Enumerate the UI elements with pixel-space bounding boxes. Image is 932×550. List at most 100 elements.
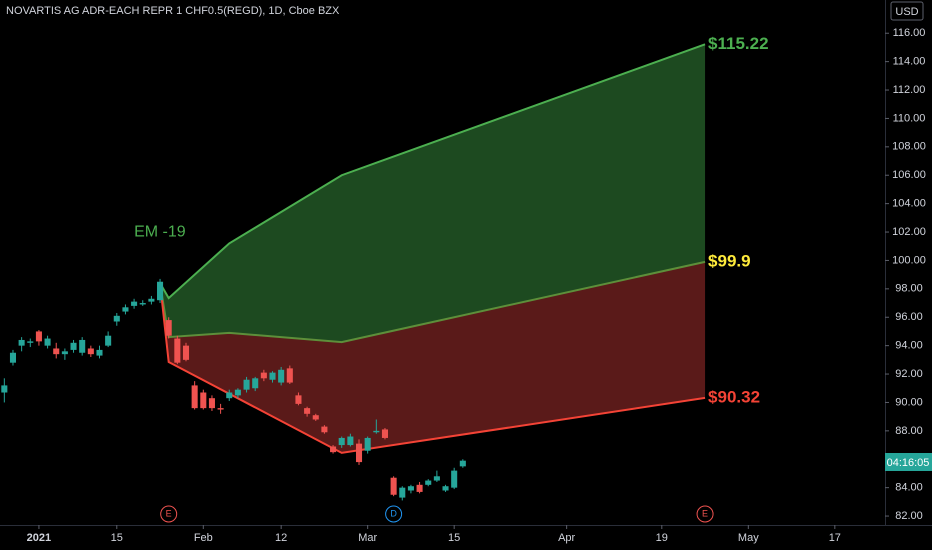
candle-body [79, 339, 86, 353]
y-tick-label: 88.00 [895, 425, 923, 437]
candle-body [148, 298, 155, 302]
candle-body [321, 426, 328, 433]
candle-body [226, 392, 233, 399]
y-tick-label: 116.00 [893, 27, 926, 39]
candle-body [182, 345, 190, 360]
x-tick-label: 15 [111, 532, 123, 544]
x-tick-label: 15 [448, 532, 460, 544]
candle-body [87, 348, 94, 355]
candle-body [269, 372, 276, 380]
candle-body [407, 486, 414, 491]
expected-move-line [159, 260, 706, 344]
candle-body [451, 470, 458, 488]
x-tick-label: Feb [194, 532, 213, 544]
candle-body [9, 352, 17, 363]
y-tick-label: 90.00 [895, 396, 923, 408]
currency: USD [895, 6, 918, 18]
y-tick-label: 92.00 [895, 368, 923, 380]
candle-body [122, 307, 129, 312]
countdown: 04:16:05 [887, 457, 930, 469]
candle-body [260, 372, 267, 379]
event-marker [160, 505, 178, 523]
y-tick-label: 100.00 [892, 254, 926, 266]
currency-box [890, 1, 924, 21]
candle-body [442, 486, 449, 491]
expected-move-label: $99.9 [708, 251, 751, 270]
candle-body [139, 303, 146, 305]
x-tick-label: 17 [829, 532, 841, 544]
candle-body [252, 378, 259, 389]
event-label: E [166, 508, 172, 518]
candle-body [165, 320, 172, 336]
event-marker [696, 505, 714, 523]
candle-body [390, 477, 397, 495]
candle-body [105, 335, 112, 346]
candle-body [96, 349, 103, 356]
candle-body [1, 385, 8, 393]
candle-body [157, 281, 164, 301]
candle-body [399, 487, 406, 498]
candle-body [312, 415, 319, 420]
y-tick-label: 94.00 [895, 340, 923, 352]
y-tick-label: 102.00 [892, 226, 926, 238]
candle-body [338, 437, 345, 446]
y-tick-label: 114.00 [893, 56, 926, 68]
chart-title: NOVARTIS AG ADR-EACH REPR 1 CHF0.5(REGD)… [6, 5, 340, 17]
candle-body [416, 484, 423, 492]
candle-body [347, 436, 354, 446]
candle-body [217, 408, 224, 410]
candle-body [113, 315, 120, 322]
x-tick-label: May [738, 532, 759, 544]
candle-body [433, 476, 440, 481]
candle-body [44, 338, 51, 346]
y-tick-label: 106.00 [892, 169, 926, 181]
expected-move-band [160, 44, 706, 343]
event-marker [385, 505, 403, 523]
candle-body [295, 395, 302, 404]
candle-body [286, 368, 293, 383]
candle-body [355, 443, 363, 463]
y-tick-label: 104.00 [892, 198, 926, 210]
expected-move-line [159, 43, 706, 300]
candle-body [35, 331, 42, 342]
candle-body [330, 446, 337, 453]
y-tick-label: 110.00 [893, 112, 926, 124]
y-tick-label: 82.00 [895, 510, 923, 522]
candle-body [53, 348, 60, 355]
annotation: EM -19 [134, 223, 186, 240]
candle-body [243, 379, 250, 390]
expected-move-line [159, 283, 706, 454]
y-tick-label: 108.00 [892, 141, 926, 153]
candle-body [131, 301, 138, 306]
x-tick-label: Apr [558, 532, 575, 544]
x-tick-label: 12 [275, 532, 287, 544]
candle-body [425, 480, 432, 485]
expected-move-label: $90.32 [708, 387, 760, 406]
candle-body [373, 430, 380, 433]
x-tick-label: 2021 [27, 532, 51, 544]
candle-body [364, 437, 371, 451]
x-tick-label: Mar [358, 532, 377, 544]
candle-body [191, 385, 198, 409]
expected-move-label: $115.22 [708, 34, 769, 53]
candle-body [27, 341, 34, 343]
y-tick-label: 112.00 [893, 84, 926, 96]
candle-body [174, 338, 181, 363]
candle-body [70, 342, 77, 350]
expected-move-band [160, 261, 706, 453]
candle-body [234, 389, 241, 396]
candle-body [459, 460, 466, 467]
y-tick-label: 84.00 [895, 482, 923, 494]
candle-body [18, 339, 25, 346]
event-label: D [390, 508, 397, 518]
candle-body [61, 351, 68, 355]
y-tick-label: 96.00 [895, 311, 923, 323]
x-tick-label: 19 [656, 532, 668, 544]
candle-body [304, 408, 311, 414]
candle-body [278, 369, 285, 383]
event-label: E [702, 508, 708, 518]
candle-body [200, 392, 207, 409]
candle-body [208, 398, 215, 409]
countdown-badge [885, 453, 932, 471]
